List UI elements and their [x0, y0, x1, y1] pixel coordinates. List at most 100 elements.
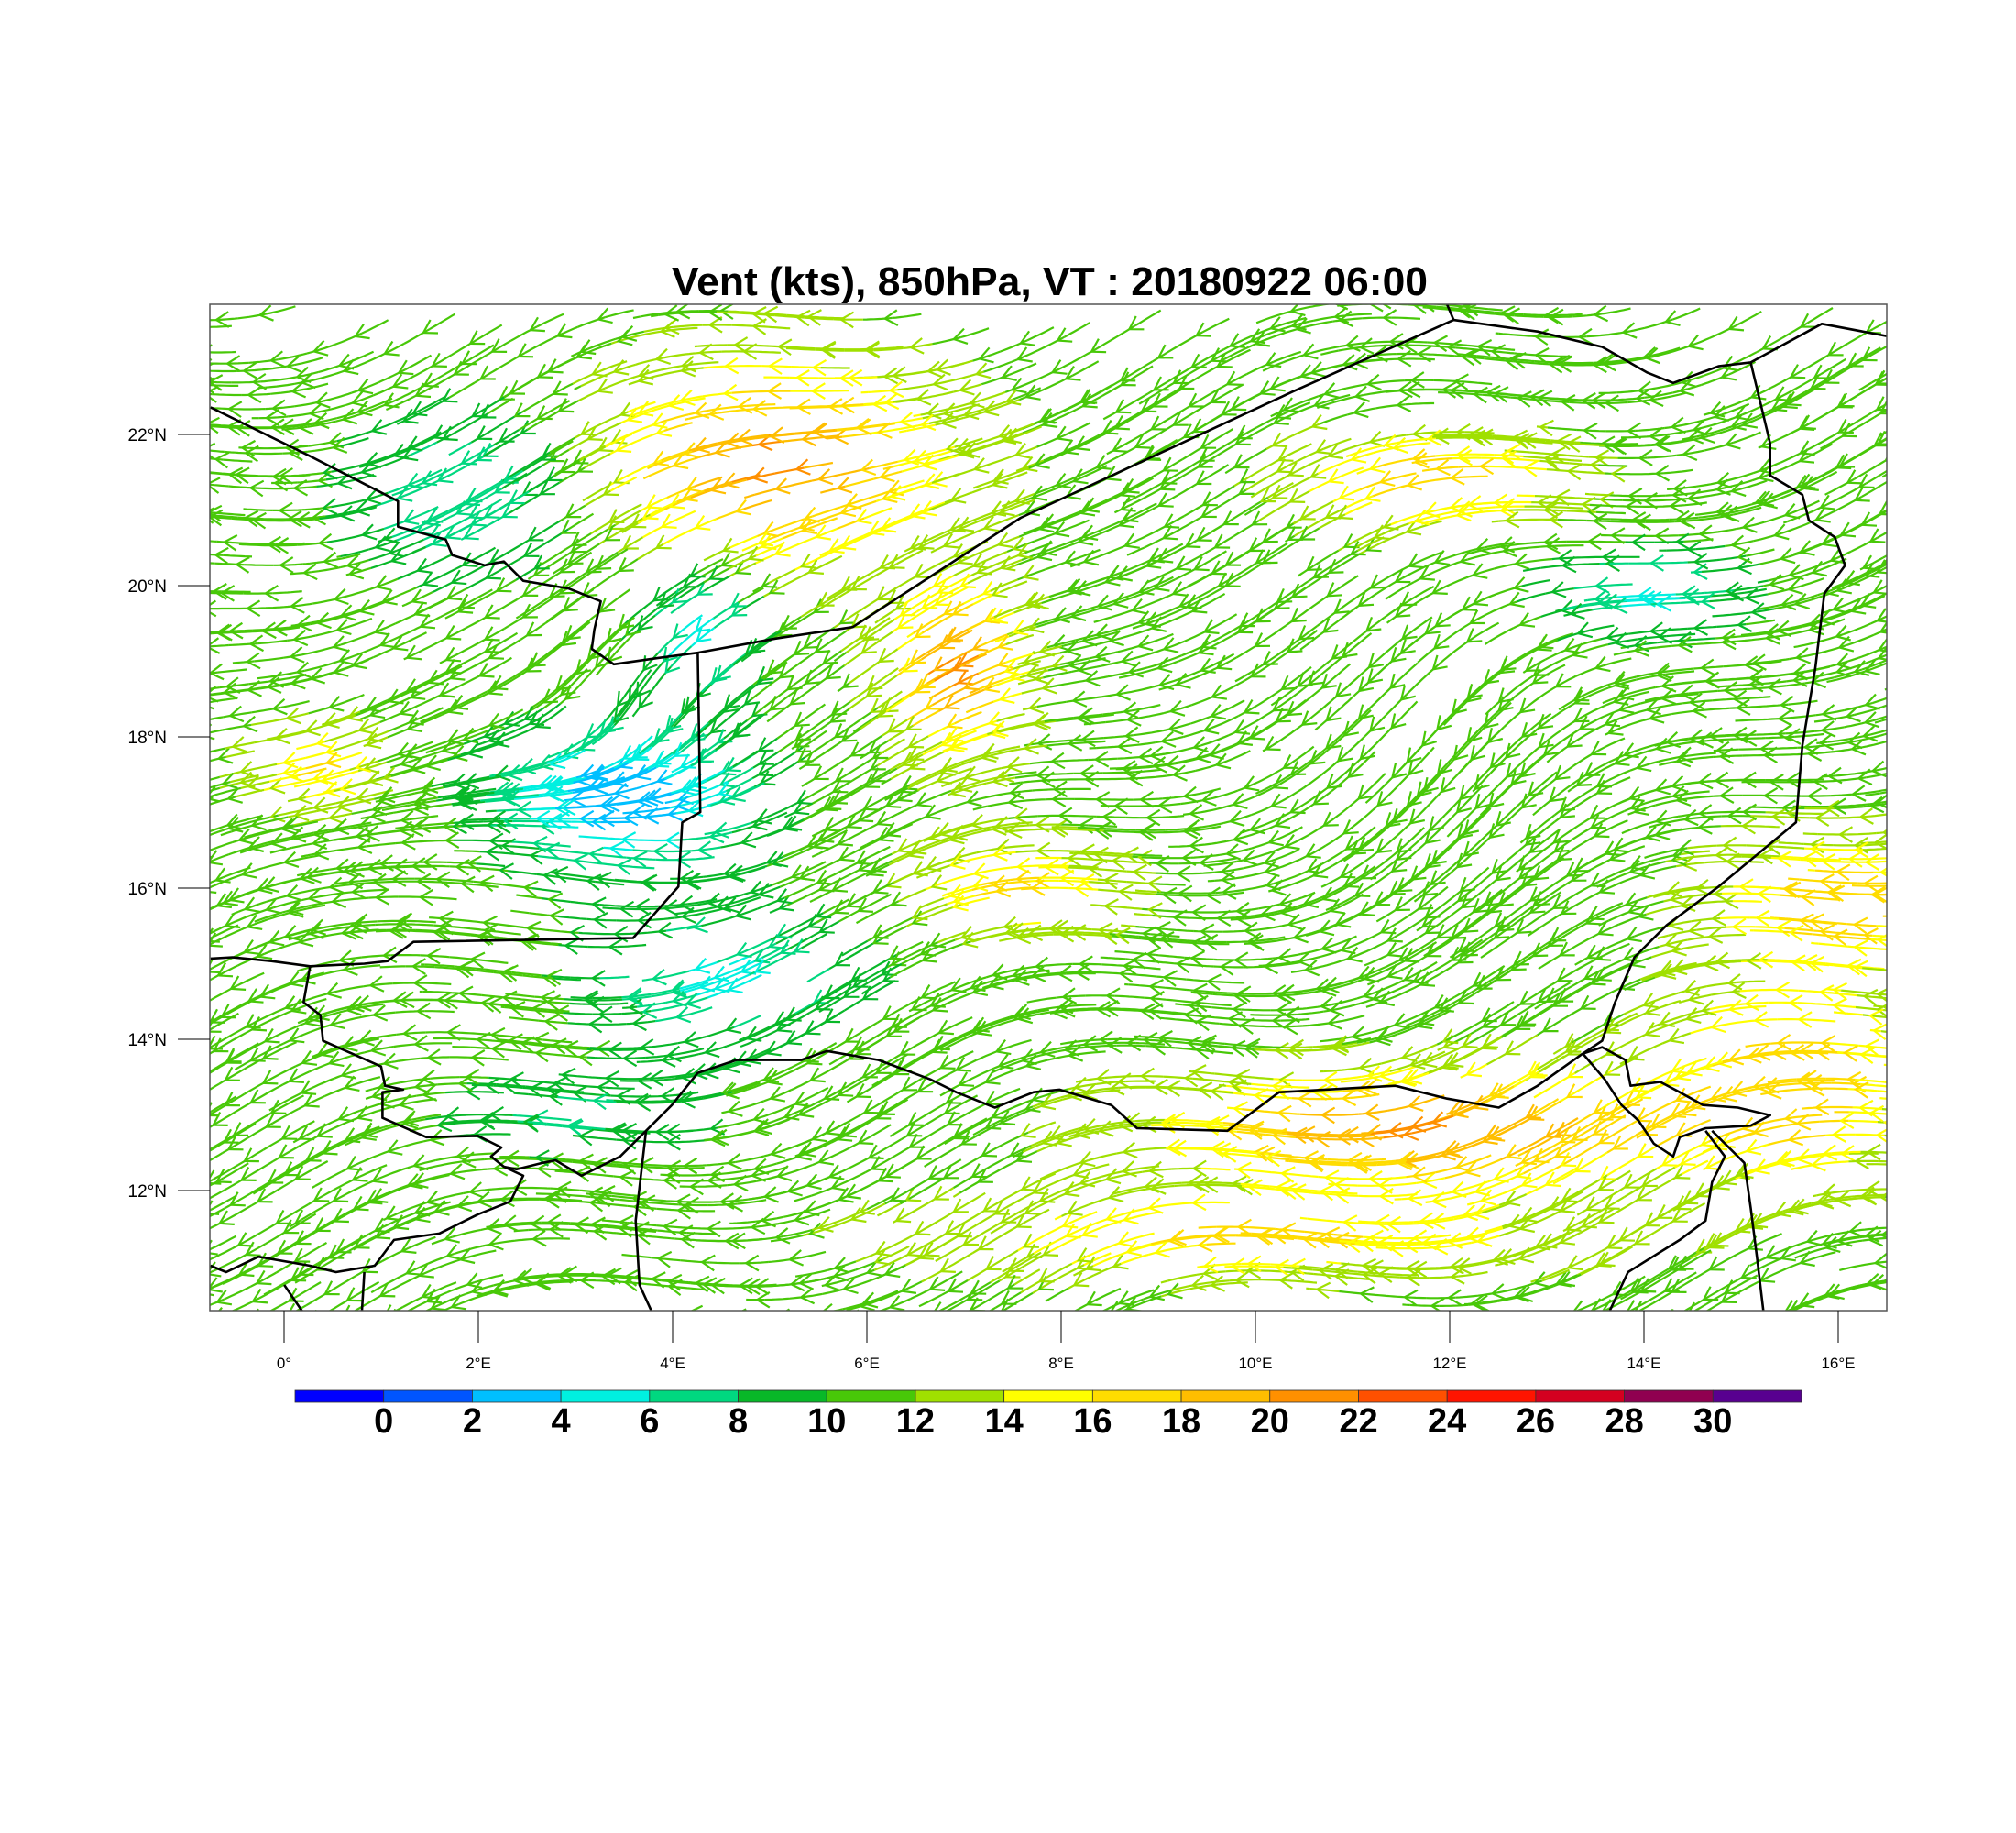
streamline-segment [1815, 533, 1844, 548]
flow-direction-arrow [1912, 411, 1927, 424]
streamline-segment [783, 479, 813, 488]
streamline-segment [1627, 434, 1659, 439]
streamline-segment [1475, 732, 1498, 755]
flow-direction-arrow [1388, 333, 1404, 350]
streamline-segment [1293, 527, 1320, 544]
streamline-segment [325, 473, 356, 481]
streamline-segment [1320, 872, 1348, 888]
streamline-segment [991, 514, 1020, 527]
streamline-segment [970, 562, 999, 577]
streamline-segment [860, 711, 886, 730]
flow-direction-arrow [1942, 310, 1956, 324]
streamline-segment [928, 415, 959, 424]
streamline-segment [1678, 532, 1708, 537]
flow-direction-arrow [990, 500, 1007, 517]
flow-direction-arrow [1670, 416, 1686, 434]
streamline-segment [1580, 441, 1610, 445]
streamline-segment [1704, 513, 1734, 521]
flow-direction-arrow [1846, 352, 1864, 368]
streamline-segment [1989, 593, 2015, 608]
streamline-segment [1408, 514, 1438, 525]
flow-direction-arrow [1413, 452, 1430, 469]
flow-direction-arrow [1961, 506, 1976, 519]
flow-direction-arrow [244, 445, 259, 463]
flow-direction-arrow [1079, 500, 1096, 517]
flow-direction-arrow [1635, 389, 1651, 406]
streamline-segment [310, 616, 340, 626]
streamline-segment [737, 587, 764, 604]
streamline-segment [940, 784, 946, 788]
streamline-segment [899, 543, 927, 559]
streamline-segment [1156, 458, 1184, 476]
streamline-segment [101, 646, 126, 654]
streamline-segment [663, 450, 693, 463]
streamline-segment [210, 423, 214, 426]
streamline-segment [657, 631, 680, 654]
flow-direction-arrow [926, 360, 943, 379]
streamline-segment [1885, 645, 1887, 649]
streamline-segment [1523, 439, 1553, 445]
flow-direction-arrow [982, 516, 1000, 532]
flow-direction-arrow [757, 434, 773, 452]
flow-direction-arrow [1327, 468, 1344, 485]
streamline-segment [1049, 408, 1078, 423]
streamline-segment [981, 373, 1010, 386]
streamline-segment [1440, 861, 1464, 883]
streamline-segment [678, 581, 705, 599]
flow-direction-arrow [655, 421, 673, 437]
streamline-segment [970, 509, 1000, 522]
flow-direction-arrow [1230, 396, 1247, 412]
streamline-segment [820, 485, 846, 494]
streamline-segment [1151, 346, 1178, 363]
flow-direction-arrow [652, 450, 669, 466]
flow-direction-arrow [104, 743, 119, 757]
streamline-segment [1256, 716, 1284, 734]
streamline-segment [1884, 732, 1887, 736]
streamline-segment [896, 549, 924, 565]
streamline-segment [1439, 576, 1467, 591]
streamline-segment [1778, 390, 1806, 408]
flow-direction-arrow [1090, 338, 1107, 354]
streamline-segment [670, 645, 693, 668]
flow-direction-arrow [1977, 585, 1991, 598]
streamline-segment [1156, 564, 1184, 579]
streamline-segment [1427, 653, 1451, 675]
streamline-segment [1134, 401, 1160, 419]
flow-direction-arrow [521, 582, 539, 597]
flow-direction-arrow [1101, 419, 1119, 435]
streamline-segment [1386, 528, 1415, 542]
streamline-segment [1079, 675, 1109, 683]
streamline-segment [1377, 458, 1407, 468]
streamline-segment [1133, 797, 1163, 801]
flow-direction-arrow [43, 612, 58, 626]
streamline-segment [1152, 494, 1179, 510]
streamline-segment [425, 354, 453, 371]
streamline-segment [1531, 395, 1561, 401]
streamline-segment [518, 413, 545, 432]
streamline-segment [1956, 409, 1983, 421]
streamline-segment [1646, 383, 1676, 391]
streamline-segment [1375, 905, 1403, 923]
streamline-segment [1433, 379, 1463, 383]
streamline-segment [76, 466, 105, 468]
streamline-segment [675, 489, 705, 503]
streamline-segment [1760, 602, 1790, 610]
streamline-segment [997, 552, 1025, 565]
flow-direction-arrow [1909, 507, 1923, 520]
streamline-segment [1523, 455, 1553, 460]
streamline-segment [1807, 779, 1837, 784]
streamline-segment [1155, 735, 1184, 744]
streamline-segment [895, 479, 925, 491]
streamline-segment [1337, 304, 1349, 307]
streamline-segment [210, 795, 214, 798]
streamline-segment [845, 576, 872, 595]
streamline-segment [1268, 542, 1295, 560]
streamline-segment [1873, 408, 1887, 419]
streamline-segment [1909, 779, 1937, 788]
streamline-segment [1123, 686, 1154, 695]
streamline-segment [1806, 434, 1834, 451]
streamline-segment [841, 432, 871, 438]
streamline-segment [1385, 694, 1408, 717]
streamline-segment [1539, 399, 1570, 403]
streamline-segment [403, 328, 431, 345]
